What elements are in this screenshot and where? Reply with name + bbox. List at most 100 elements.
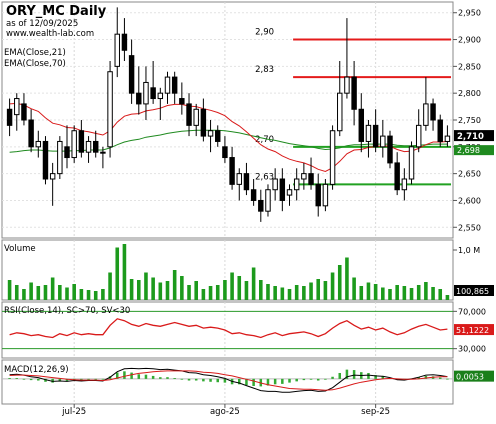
macd-histogram-bar xyxy=(187,378,191,381)
candle-body xyxy=(100,151,106,154)
macd-histogram-bar xyxy=(130,372,133,379)
x-tick-label: sep-25 xyxy=(361,407,390,417)
level-label: 2,63 xyxy=(255,172,274,182)
candle-body xyxy=(136,92,142,105)
macd-signal-line xyxy=(9,370,448,391)
level-label: 2,90 xyxy=(255,28,274,38)
candle-body xyxy=(71,130,77,159)
x-tick-label: jul-25 xyxy=(61,407,86,417)
candle-body xyxy=(164,76,171,94)
candle-body xyxy=(229,157,235,185)
macd-histogram-bar xyxy=(245,378,248,386)
macd-histogram-bar xyxy=(352,370,356,379)
macd-histogram-bar xyxy=(367,372,370,379)
volume-bar xyxy=(215,285,220,300)
macd-histogram-bar xyxy=(331,376,334,379)
volume-bar xyxy=(237,276,242,300)
macd-histogram-bar xyxy=(238,378,241,385)
macd-histogram-bar xyxy=(51,378,54,383)
macd-histogram-bar xyxy=(137,374,141,379)
volume-bar xyxy=(388,289,392,300)
volume-bar xyxy=(438,289,443,300)
candle-body xyxy=(293,178,300,191)
candle-body xyxy=(150,87,156,100)
price-tick-label: 2,850 xyxy=(458,62,481,71)
ema70-value-tag xyxy=(454,145,494,156)
volume-bar xyxy=(395,285,399,300)
price-tick-label: 2,900 xyxy=(458,36,481,45)
candle-body xyxy=(57,140,63,175)
candle-body xyxy=(14,98,20,116)
volume-bar xyxy=(165,281,170,300)
candle-body xyxy=(401,178,408,191)
volume-bar xyxy=(158,282,163,300)
volume-bar xyxy=(230,272,234,300)
site-url: www.wealth-lab.com xyxy=(6,29,94,39)
candle-body xyxy=(64,146,70,159)
candle-body xyxy=(286,189,293,196)
volume-bar xyxy=(187,285,191,300)
candle-body xyxy=(171,76,178,94)
macd-histogram-bar xyxy=(194,378,198,381)
macd-histogram-bar xyxy=(438,377,442,379)
candle-body xyxy=(42,140,49,180)
candle-body xyxy=(186,103,192,126)
candle-body xyxy=(236,173,242,185)
candle-body xyxy=(128,55,135,94)
macd-histogram-bar xyxy=(80,378,83,380)
macd-histogram-bar xyxy=(159,377,162,379)
volume-bar xyxy=(266,284,270,300)
candle-body xyxy=(35,140,42,148)
volume-bar xyxy=(79,289,84,300)
candle-body xyxy=(415,124,422,148)
candle-body xyxy=(92,140,99,153)
candle-body xyxy=(250,189,257,201)
candle-body xyxy=(344,76,350,94)
candle-body xyxy=(365,124,372,142)
macd-histogram-bar xyxy=(151,375,155,379)
candle-body xyxy=(437,119,443,142)
volume-bar xyxy=(65,287,69,300)
x-tick-label: ago-25 xyxy=(210,407,240,417)
volume-bar xyxy=(337,265,342,300)
candle-body xyxy=(243,173,250,191)
volume-bar xyxy=(381,287,385,300)
volume-bar xyxy=(93,291,98,300)
candle-body xyxy=(430,103,436,121)
macd-histogram-bar xyxy=(216,378,219,383)
candle-body xyxy=(143,81,149,105)
macd-histogram-bar xyxy=(37,378,40,381)
macd-panel-title: MACD(12,26,9) xyxy=(4,365,69,375)
volume-bar xyxy=(22,289,26,300)
macd-histogram-bar xyxy=(15,378,19,379)
candle-body xyxy=(207,130,214,137)
rsi-value-label: 51,1222 xyxy=(456,326,489,335)
macd-histogram-bar xyxy=(94,378,97,380)
macd-histogram-bar xyxy=(8,378,11,379)
candle-body xyxy=(322,183,329,207)
volume-bar xyxy=(431,287,435,300)
candle-body xyxy=(215,130,221,142)
volume-bar xyxy=(29,282,33,300)
candle-body xyxy=(6,108,13,126)
rsi-panel-title: RSI(Close,14), SC>70, SV<30 xyxy=(4,306,130,316)
macd-histogram-bar xyxy=(417,377,420,379)
macd-histogram-bar xyxy=(446,378,449,380)
candle-body xyxy=(179,98,185,105)
candle-body xyxy=(265,189,271,212)
macd-histogram-bar xyxy=(381,376,385,379)
volume-bar xyxy=(201,289,206,300)
volume-bar xyxy=(359,286,364,300)
candle-body xyxy=(258,199,264,212)
candle-body xyxy=(272,178,278,191)
volume-bar xyxy=(316,279,321,300)
macd-histogram-bar xyxy=(29,378,33,381)
volume-bar xyxy=(323,281,328,300)
volume-bar xyxy=(409,288,414,300)
ema21-legend: EMA(Close,21) xyxy=(4,48,66,58)
macd-histogram-bar xyxy=(302,378,306,381)
volume-bar xyxy=(7,280,12,300)
volume-bar xyxy=(50,277,55,300)
